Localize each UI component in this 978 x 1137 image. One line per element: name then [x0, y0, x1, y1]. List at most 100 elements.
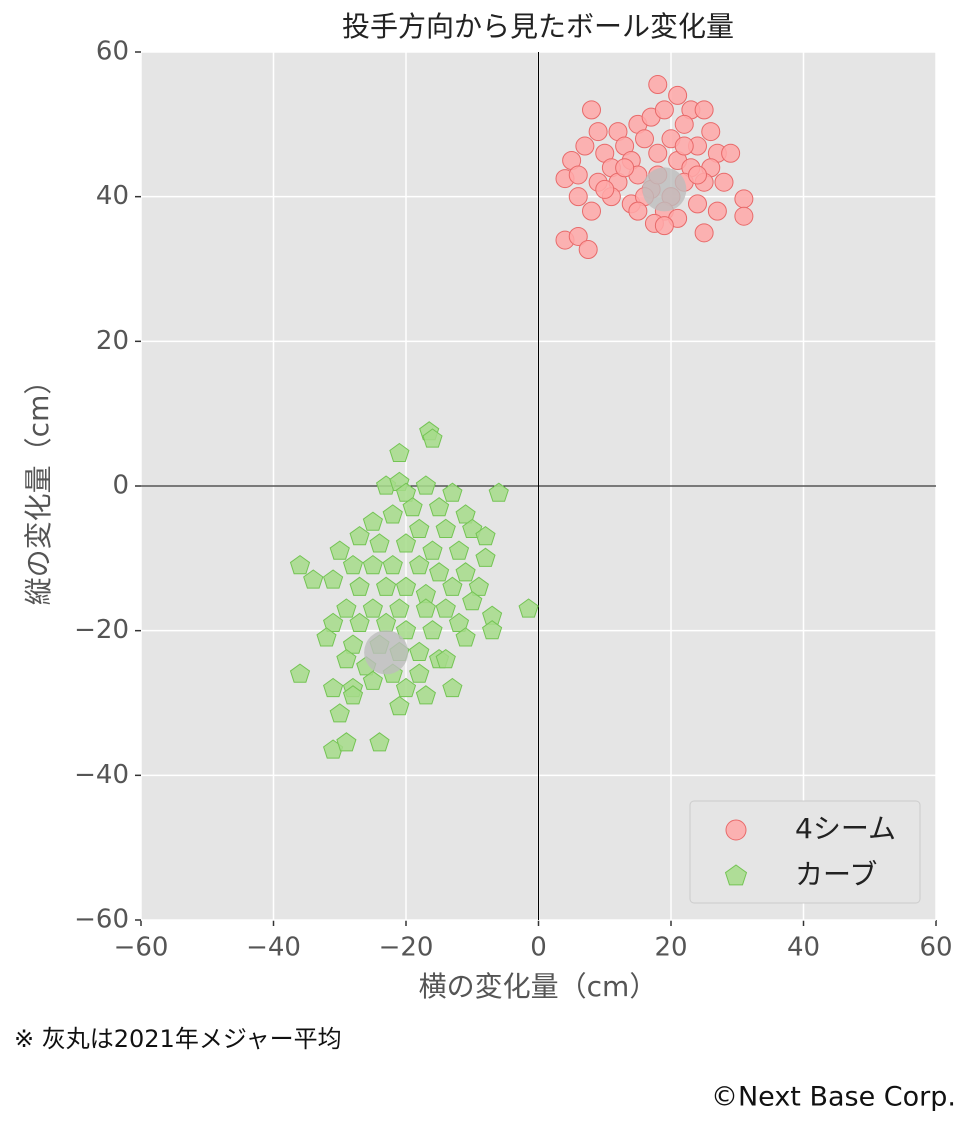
- point: [323, 569, 344, 589]
- point: [448, 540, 470, 560]
- point: [323, 612, 344, 632]
- point: [289, 554, 311, 575]
- point: [575, 136, 595, 156]
- reference-point: [364, 630, 409, 675]
- chart-title: 投手方向から見たボール変化量: [342, 10, 734, 43]
- point: [369, 533, 390, 553]
- point: [688, 165, 707, 185]
- point: [635, 129, 654, 149]
- point: [468, 576, 489, 596]
- point: [455, 627, 476, 647]
- x-tick-label: 40: [787, 933, 820, 963]
- point: [336, 598, 357, 618]
- note: ※ 灰丸は2021年メジャー平均: [14, 1025, 342, 1053]
- y-tick-label: 20: [96, 326, 129, 356]
- point: [395, 620, 417, 640]
- point: [342, 634, 364, 654]
- point: [707, 201, 727, 221]
- point: [734, 206, 754, 226]
- point: [455, 562, 476, 582]
- point: [422, 540, 443, 560]
- legend-label: 4シーム: [795, 812, 896, 845]
- point: [448, 612, 470, 632]
- point: [734, 189, 754, 209]
- point: [615, 158, 635, 178]
- x-tick-label: −40: [246, 933, 301, 963]
- point: [409, 518, 430, 538]
- point: [442, 576, 463, 596]
- point: [455, 504, 476, 524]
- reference-point: [642, 167, 687, 212]
- point: [422, 428, 443, 448]
- point: [475, 547, 496, 567]
- point: [582, 100, 601, 120]
- point: [289, 663, 311, 683]
- point: [628, 201, 648, 221]
- point: [395, 576, 417, 596]
- x-tick-label: −60: [114, 933, 169, 963]
- y-tick-label: 60: [96, 37, 129, 67]
- point: [409, 641, 430, 661]
- point: [303, 569, 324, 589]
- point: [362, 554, 383, 575]
- y-tick-label: 40: [96, 181, 129, 211]
- point: [721, 143, 741, 163]
- point: [329, 703, 350, 723]
- point: [389, 695, 410, 716]
- x-tick-label: −20: [379, 933, 434, 963]
- point: [336, 732, 357, 752]
- point: [578, 239, 598, 259]
- legend-label: カーブ: [795, 858, 877, 891]
- point: [362, 511, 383, 531]
- point: [349, 612, 370, 632]
- point: [389, 442, 410, 462]
- point: [475, 525, 496, 546]
- point: [588, 122, 608, 142]
- point: [654, 100, 674, 120]
- legend-marker: [724, 864, 748, 886]
- point: [362, 670, 383, 690]
- point: [402, 497, 423, 517]
- point: [442, 677, 463, 698]
- marks: [289, 75, 754, 759]
- point: [429, 497, 450, 517]
- x-tick-label: 20: [654, 933, 687, 963]
- point: [415, 475, 436, 495]
- point: [701, 122, 721, 142]
- point: [349, 525, 370, 546]
- point: [382, 554, 403, 575]
- point: [395, 677, 417, 698]
- point: [336, 648, 357, 669]
- point: [409, 663, 430, 683]
- point: [422, 620, 443, 640]
- point: [435, 518, 456, 538]
- point: [395, 482, 417, 502]
- point: [316, 627, 337, 647]
- y-tick-label: −40: [74, 760, 129, 790]
- x-tick-label: 0: [530, 933, 547, 963]
- point: [582, 201, 601, 221]
- point: [668, 85, 688, 105]
- point: [376, 576, 397, 596]
- point: [342, 554, 364, 575]
- point: [329, 540, 350, 560]
- point: [518, 598, 539, 618]
- point: [349, 576, 370, 596]
- point: [595, 179, 615, 199]
- point: [369, 732, 390, 752]
- y-tick-label: −60: [74, 905, 129, 935]
- legend-box: [689, 800, 921, 904]
- point: [568, 187, 588, 207]
- point: [389, 598, 410, 618]
- point: [714, 172, 734, 192]
- point: [674, 136, 694, 156]
- point: [694, 100, 714, 120]
- point: [342, 685, 364, 705]
- point: [415, 685, 436, 705]
- x-axis-label: 横の変化量（cm）: [419, 970, 658, 1003]
- point: [429, 562, 450, 582]
- point: [654, 216, 674, 236]
- credit: ©Next Base Corp.: [711, 1082, 956, 1113]
- point: [362, 598, 383, 618]
